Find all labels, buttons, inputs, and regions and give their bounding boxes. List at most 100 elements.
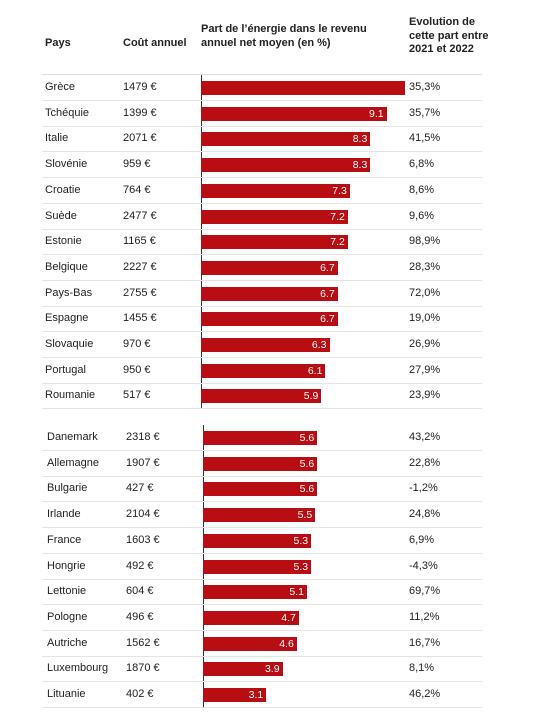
table-row: Autriche 1562 € 4.6 16,7% bbox=[42, 631, 482, 657]
cost-value: 1399 € bbox=[123, 106, 157, 119]
table-row: Roumanie 517 € 5.9 23,9% bbox=[42, 383, 482, 410]
table-row: Tchéquie 1399 € 9.1 35,7% bbox=[42, 101, 482, 127]
row-divider bbox=[42, 629, 482, 631]
cost-value: 427 € bbox=[126, 482, 154, 495]
share-bar: 3.9 bbox=[203, 662, 283, 677]
evolution-value: 35,7% bbox=[409, 106, 441, 119]
evolution-value: 16,7% bbox=[409, 636, 441, 649]
country-label: Estonie bbox=[45, 235, 82, 248]
country-label: Italie bbox=[45, 132, 69, 145]
evolution-value: 43,2% bbox=[409, 431, 441, 443]
evolution-value: 9,6% bbox=[409, 209, 435, 222]
country-label: Lettonie bbox=[47, 585, 87, 598]
country-label: Croatie bbox=[45, 183, 81, 196]
cost-value: 764 € bbox=[123, 183, 151, 196]
row-divider bbox=[42, 450, 482, 451]
country-label: Belgique bbox=[45, 260, 88, 273]
row-divider bbox=[42, 331, 482, 333]
country-label: Lituanie bbox=[47, 688, 86, 700]
table-row: Belgique 2227 € 6.7 28,3% bbox=[42, 255, 482, 281]
share-bar: 6.1 bbox=[201, 363, 326, 378]
cost-value: 1479 € bbox=[123, 81, 157, 93]
cost-value: 2755 € bbox=[123, 286, 157, 299]
cost-value: 604 € bbox=[126, 585, 154, 598]
cost-value: 2227 € bbox=[123, 260, 157, 273]
country-label: Pays-Bas bbox=[45, 286, 93, 299]
table-row: France 1603 € 5.3 6,9% bbox=[42, 528, 482, 554]
evolution-value: 69,7% bbox=[409, 585, 441, 598]
country-label: Pologne bbox=[47, 610, 88, 623]
country-label: Tchéquie bbox=[45, 106, 90, 119]
country-label: Slovénie bbox=[45, 158, 88, 171]
row-divider bbox=[42, 228, 482, 230]
table-row: Pays-Bas 2755 € 6.7 72,0% bbox=[42, 281, 482, 307]
cost-value: 2477 € bbox=[123, 209, 157, 222]
cost-value: 492 € bbox=[126, 559, 154, 572]
share-bar: 7.3 bbox=[201, 183, 350, 198]
country-label: Espagne bbox=[45, 312, 89, 325]
table-row: Slovénie 959 € 8.3 6,8% bbox=[42, 152, 482, 179]
cost-value: 970 € bbox=[123, 338, 151, 350]
row-divider bbox=[42, 501, 482, 503]
share-bar: 5.6 bbox=[203, 482, 318, 497]
share-bar: 5.6 bbox=[203, 431, 318, 445]
cost-value: 1562 € bbox=[126, 636, 160, 649]
table-row: Estonie 1165 € 7.2 98,9% bbox=[42, 229, 482, 256]
evolution-value: 46,2% bbox=[409, 688, 441, 700]
cost-value: 950 € bbox=[123, 363, 151, 376]
share-bar: 5.9 bbox=[201, 389, 322, 404]
row-divider bbox=[42, 475, 482, 477]
cost-value: 517 € bbox=[123, 389, 151, 402]
header-divider bbox=[42, 74, 482, 75]
row-divider bbox=[42, 604, 482, 606]
row-divider bbox=[42, 655, 482, 657]
evolution-value: 28,3% bbox=[409, 260, 441, 273]
country-label: Slovaquie bbox=[45, 338, 94, 350]
share-bar: 9.1 bbox=[201, 106, 387, 121]
evolution-value: 11,2% bbox=[409, 610, 440, 623]
share-bar: 4.6 bbox=[203, 636, 297, 651]
share-bar: 5.1 bbox=[203, 585, 308, 600]
share-bar: 6.7 bbox=[201, 312, 338, 327]
country-label: France bbox=[47, 533, 82, 546]
evolution-value: 26,9% bbox=[409, 338, 441, 350]
share-bar: 4.7 bbox=[203, 610, 299, 625]
country-label: Grèce bbox=[45, 81, 75, 93]
country-label: Allemagne bbox=[47, 456, 99, 469]
table-row: Danemark 2318 € 5.6 43,2% bbox=[42, 425, 482, 451]
evolution-value: 72,0% bbox=[409, 286, 441, 299]
country-label: Hongrie bbox=[47, 559, 86, 572]
cost-value: 496 € bbox=[126, 610, 154, 623]
row-divider bbox=[42, 578, 482, 580]
evolution-value: 6,9% bbox=[409, 533, 435, 546]
cost-value: 2318 € bbox=[126, 431, 160, 443]
country-label: Portugal bbox=[45, 363, 86, 376]
evolution-value: 19,0% bbox=[409, 312, 441, 325]
row-divider bbox=[42, 707, 482, 708]
table-row: Slovaquie 970 € 6.3 26,9% bbox=[42, 332, 482, 358]
row-divider bbox=[42, 202, 482, 204]
row-divider bbox=[42, 681, 482, 683]
evolution-value: 8,6% bbox=[409, 183, 435, 196]
table-row: Suède 2477 € 7.2 9,6% bbox=[42, 204, 482, 230]
country-label: Suède bbox=[45, 209, 77, 222]
row-divider bbox=[42, 279, 482, 281]
share-bar bbox=[201, 81, 405, 95]
cost-value: 2071 € bbox=[123, 132, 157, 145]
table-row: Lettonie 604 € 5.1 69,7% bbox=[42, 579, 482, 606]
evolution-value: 27,9% bbox=[409, 363, 441, 376]
table-row: Portugal 950 € 6.1 27,9% bbox=[42, 358, 482, 384]
share-bar: 5.6 bbox=[203, 456, 318, 471]
share-bar: 6.7 bbox=[201, 260, 338, 275]
row-divider bbox=[42, 151, 482, 153]
table-row: Lituanie 402 € 3.1 46,2% bbox=[42, 682, 482, 708]
row-divider bbox=[42, 305, 482, 307]
table-row: Hongrie 492 € 5.3 -4,3% bbox=[42, 554, 482, 580]
evolution-value: 22,8% bbox=[409, 456, 441, 469]
evolution-value: 98,9% bbox=[409, 235, 441, 248]
country-label: Bulgarie bbox=[47, 482, 88, 495]
row-divider bbox=[42, 357, 482, 358]
evolution-value: 41,5% bbox=[409, 132, 441, 145]
column-header-country: Pays bbox=[45, 37, 71, 49]
